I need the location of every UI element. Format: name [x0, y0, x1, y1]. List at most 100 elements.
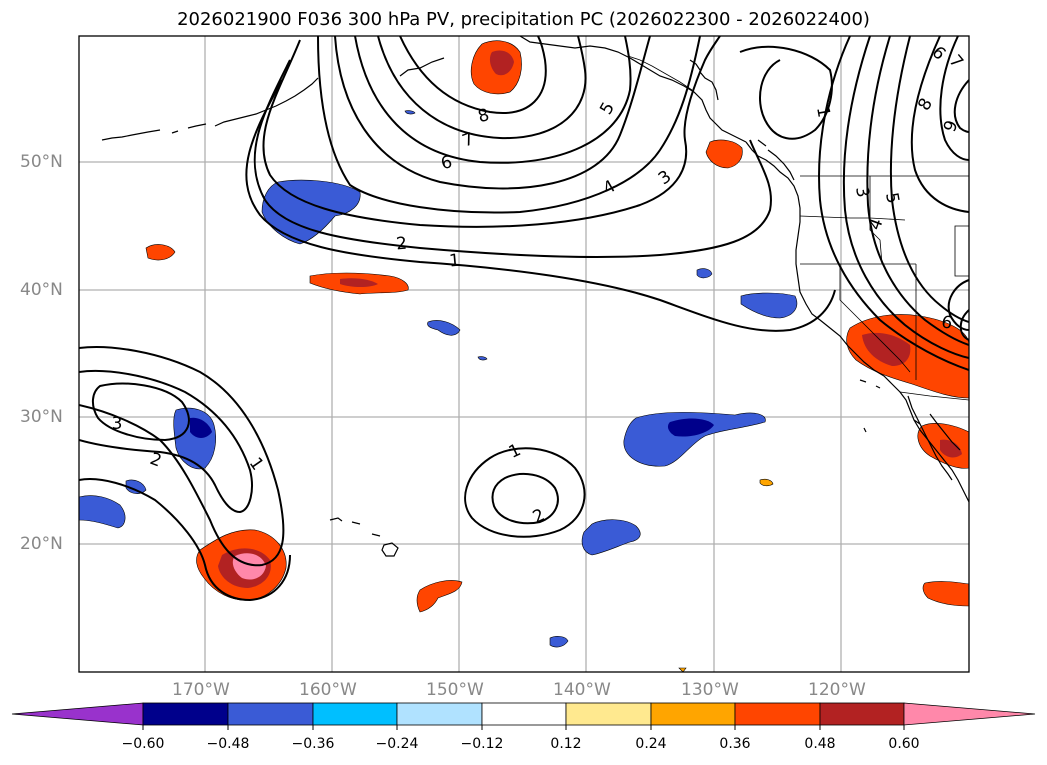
pv-contour-mid-2	[491, 472, 559, 525]
colorbar-bin	[819, 702, 905, 726]
precip-pos-baja-core	[940, 439, 962, 458]
colorbar-label: −0.48	[206, 736, 250, 752]
pv-contour-1	[245, 79, 836, 332]
contour-label: 5	[881, 191, 903, 205]
colorbar-bin	[565, 702, 652, 726]
colorbar-bin	[312, 702, 398, 726]
border-state-box	[954, 225, 969, 277]
pv-contour-trough-d	[889, 36, 969, 323]
precip-pos-vancouver	[705, 139, 743, 169]
precip-neg-pacific-central	[623, 412, 766, 467]
coast-aleutians	[101, 77, 319, 141]
border-ca-nv	[839, 264, 911, 373]
precip-pos-bering-core	[489, 50, 514, 76]
pv-contour-2	[253, 59, 772, 259]
pv-contour-west-4	[79, 478, 291, 602]
colorbar-label: 0.48	[804, 736, 836, 752]
precip-neg-gulf-alaska	[261, 179, 361, 245]
coast-gulf-calif	[929, 413, 961, 451]
lat-label-20n: 20°N	[20, 534, 63, 554]
contour-label: 1	[448, 251, 461, 272]
precip-neg-small-2	[740, 292, 798, 319]
pv-contour-trough-g	[953, 79, 969, 133]
precip-pos-south-east	[922, 581, 969, 607]
coast-baja	[907, 395, 953, 481]
lat-label-40n: 40°N	[20, 280, 63, 300]
pv-contour-trough-b	[842, 36, 969, 359]
colorbar-label: −0.12	[460, 736, 504, 752]
pv-contour-trough-i	[959, 309, 969, 341]
contour-label: 8	[476, 105, 492, 127]
colorbar-label: 0.12	[550, 736, 582, 752]
coast-alaska-panhandle	[689, 59, 719, 101]
pv-contour-3	[262, 36, 721, 228]
precip-pos-south-1	[416, 580, 463, 613]
pv-contour-7-north	[377, 36, 587, 140]
lat-label-50n: 50°N	[20, 152, 63, 172]
lon-label-130w: 130°W	[681, 680, 739, 700]
pv-contour-trough-c	[866, 36, 969, 346]
contour-label: 1	[812, 105, 834, 119]
precip-neg-small-1	[427, 320, 461, 336]
pv-contour-trough-e	[910, 36, 969, 213]
precip-positive-areas	[145, 40, 969, 672]
coast-vancouver-island	[757, 139, 795, 181]
precip-neg-pacific-central-core	[667, 418, 714, 437]
pv-contour-4	[317, 36, 701, 214]
precip-pos-small-west	[145, 244, 176, 261]
pv-contour-west-2	[79, 369, 253, 514]
precip-pos-small-3	[678, 667, 687, 672]
colorbar-bin	[227, 702, 314, 726]
precip-neg-small-4	[696, 268, 713, 279]
pv-contours	[79, 36, 969, 602]
colorbar-bin	[142, 702, 229, 726]
precip-neg-small-5	[404, 110, 416, 115]
colorbar-extend-left	[11, 702, 144, 726]
colorbar-label: 0.36	[719, 736, 751, 752]
pv-contour-1-east	[739, 45, 833, 140]
pv-contour-west-3	[92, 382, 190, 442]
precip-pos-band-40n-core	[340, 278, 378, 287]
precip-neg-west-2	[79, 495, 126, 529]
colorbar-label: 0.60	[888, 736, 920, 752]
colorbar-label: 0.24	[635, 736, 667, 752]
contour-label: 6	[439, 152, 455, 174]
lon-label-120w: 120°W	[808, 680, 866, 700]
border-alaska-canada	[627, 55, 693, 91]
contour-label: 3	[112, 414, 123, 434]
pv-contour-trough-a	[818, 36, 969, 371]
colorbar-bin	[481, 702, 567, 726]
border-us-mexico	[899, 391, 969, 401]
colorbar-label: −0.60	[121, 736, 165, 752]
colorbar-bin	[734, 702, 821, 726]
colorbar	[11, 702, 1036, 730]
coast-hawaii	[329, 517, 399, 557]
map-frame	[78, 35, 970, 673]
coastlines	[101, 36, 969, 557]
precip-neg-small-3	[549, 636, 569, 648]
lat-label-30n: 30°N	[20, 407, 63, 427]
colorbar-bin	[396, 702, 483, 726]
precip-pos-hawaii-north-core	[232, 553, 266, 580]
precip-neg-west-1-core	[190, 417, 212, 438]
colorbar-label: −0.36	[291, 736, 335, 752]
lon-label-150w: 150°W	[426, 680, 484, 700]
contour-label: 3	[851, 185, 873, 199]
pv-contour-trough-f	[939, 36, 969, 161]
precip-neg-south	[581, 519, 641, 556]
lon-label-160w: 160°W	[299, 680, 357, 700]
map-title: 2026021900 F036 300 hPa PV, precipitatio…	[177, 9, 870, 30]
colorbar-ticks	[142, 725, 905, 730]
precip-neg-small-6	[477, 356, 488, 361]
border-wa-or	[799, 215, 906, 221]
contour-label: 6	[940, 312, 954, 334]
precip-negative-areas	[79, 110, 798, 648]
precip-pos-small-2	[759, 478, 774, 487]
border-id	[869, 176, 883, 265]
pv-contour-trough-h	[947, 279, 969, 331]
colorbar-label: −0.24	[375, 736, 419, 752]
pv-contour-5	[334, 36, 651, 190]
colorbar-bin	[650, 702, 736, 726]
colorbar-extend-right	[903, 702, 1036, 726]
